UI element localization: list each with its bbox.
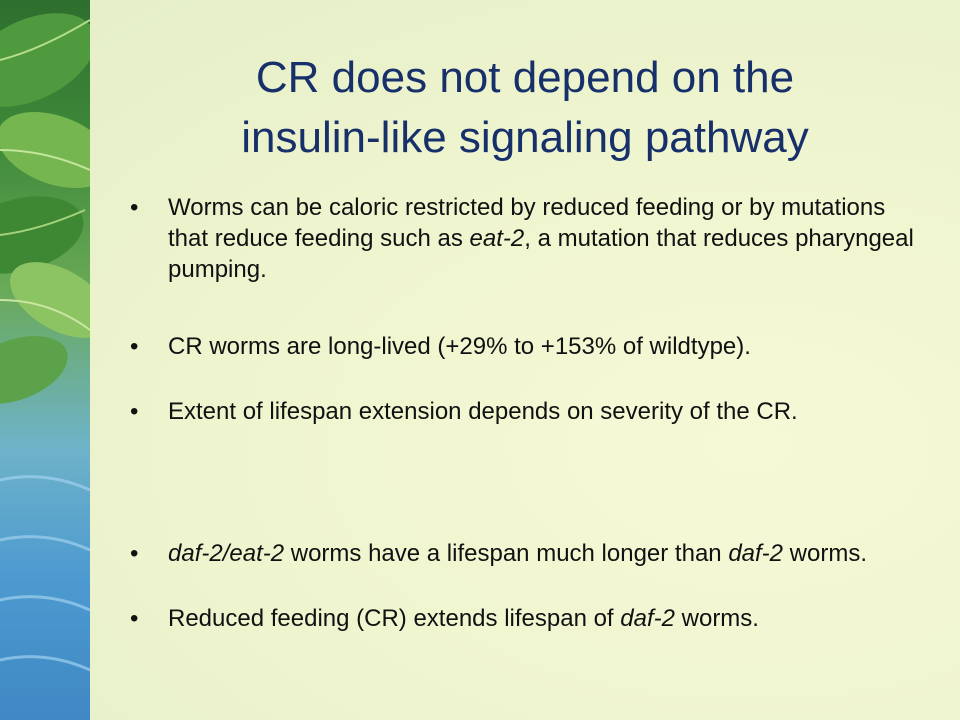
bullet-marker: • xyxy=(130,605,139,632)
bullet-item: • Extent of lifespan extension depends o… xyxy=(130,396,920,427)
text-run: worms have a lifespan much longer than xyxy=(284,540,729,567)
text-run: Reduced feeding (CR) extends lifespan of xyxy=(168,605,621,632)
bullet-marker: • xyxy=(130,333,139,360)
gene-name-italic: daf-2/eat-2 xyxy=(168,540,285,567)
leaf-image xyxy=(0,13,90,672)
bullet-text: Extent of lifespan extension depends on … xyxy=(168,396,920,427)
bullet-marker: • xyxy=(130,398,139,425)
bullet-text: Reduced feeding (CR) extends lifespan of… xyxy=(168,603,920,634)
gene-name-italic: eat-2 xyxy=(469,225,525,252)
slide-title: CR does not depend on the insulin-like s… xyxy=(140,48,910,168)
bullet-item: • daf-2/eat-2 worms have a lifespan much… xyxy=(130,538,920,569)
gene-name-italic: daf-2 xyxy=(620,605,675,632)
text-run: Worms can be caloric restricted by reduc… xyxy=(168,194,886,252)
bullet-item: • CR worms are long-lived (+29% to +153%… xyxy=(130,331,920,362)
bullet-item: • Reduced feeding (CR) extends lifespan … xyxy=(130,603,920,634)
bullet-marker: • xyxy=(130,194,139,221)
text-run: , a mutation that reduces pharyngeal pum… xyxy=(168,225,914,283)
bullet-text: Worms can be caloric restricted by reduc… xyxy=(168,192,920,285)
text-run: Extent of lifespan extension depends on … xyxy=(168,398,798,425)
title-line-2: insulin-like signaling pathway xyxy=(241,113,809,162)
gene-name-italic: daf-2 xyxy=(728,540,784,567)
text-run: worms. xyxy=(674,605,759,632)
bullet-text: daf-2/eat-2 worms have a lifespan much l… xyxy=(168,538,920,569)
bullet-text: CR worms are long-lived (+29% to +153% o… xyxy=(168,331,920,362)
bullet-marker: • xyxy=(130,540,139,567)
bullet-item: • Worms can be caloric restricted by red… xyxy=(130,192,920,285)
leaf-water-decoration xyxy=(0,0,90,720)
text-run: worms. xyxy=(783,540,868,567)
title-line-1: CR does not depend on the xyxy=(255,53,795,102)
text-run: CR worms are long-lived (+29% to +153% o… xyxy=(168,333,751,360)
